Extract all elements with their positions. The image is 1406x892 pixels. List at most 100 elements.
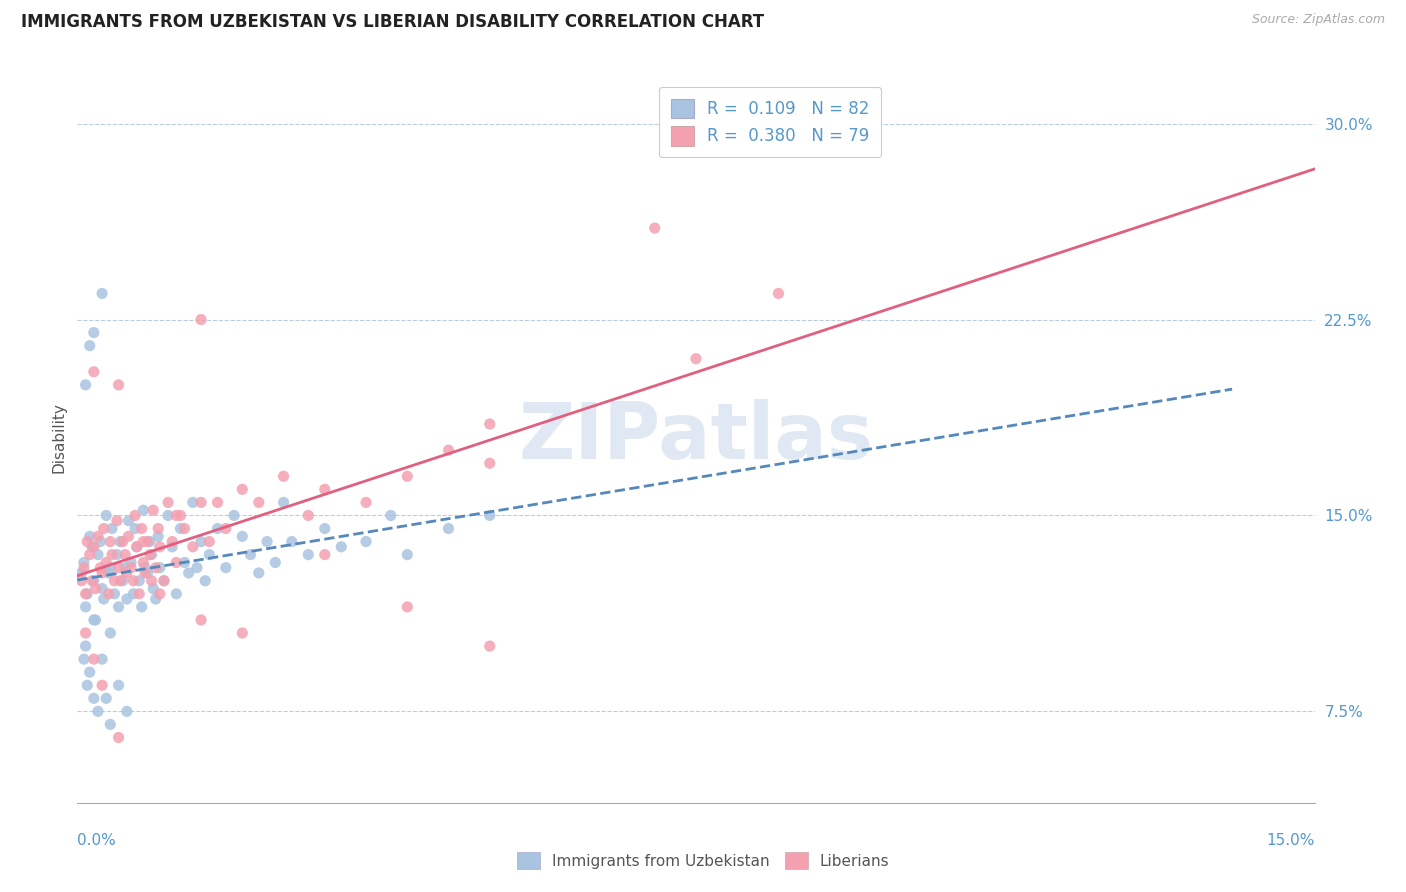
- Point: [75, 377, 97, 392]
- Point: [281, 534, 304, 549]
- Point: [437, 443, 460, 458]
- Text: ZIPatlas: ZIPatlas: [519, 399, 873, 475]
- Point: [153, 574, 176, 588]
- Point: [125, 540, 148, 554]
- Point: [146, 529, 169, 543]
- Point: [297, 548, 319, 562]
- Point: [96, 556, 118, 570]
- Point: [84, 613, 107, 627]
- Point: [115, 592, 138, 607]
- Point: [120, 560, 142, 574]
- Point: [145, 592, 167, 607]
- Point: [177, 566, 200, 580]
- Point: [105, 514, 128, 528]
- Point: [75, 626, 97, 640]
- Point: [98, 626, 121, 640]
- Point: [107, 560, 129, 574]
- Point: [149, 560, 172, 574]
- Point: [125, 540, 148, 554]
- Point: [96, 691, 118, 706]
- Point: [98, 560, 121, 574]
- Point: [478, 417, 501, 431]
- Point: [380, 508, 402, 523]
- Point: [97, 566, 120, 580]
- Point: [107, 377, 129, 392]
- Point: [207, 495, 229, 509]
- Point: [96, 508, 118, 523]
- Text: IMMIGRANTS FROM UZBEKISTAN VS LIBERIAN DISABILITY CORRELATION CHART: IMMIGRANTS FROM UZBEKISTAN VS LIBERIAN D…: [21, 13, 765, 31]
- Point: [107, 599, 129, 614]
- Point: [222, 508, 245, 523]
- Point: [79, 529, 101, 543]
- Point: [111, 534, 134, 549]
- Point: [70, 574, 93, 588]
- Point: [153, 574, 176, 588]
- Point: [91, 566, 114, 580]
- Point: [98, 717, 121, 731]
- Point: [115, 566, 138, 580]
- Point: [181, 540, 204, 554]
- Point: [84, 582, 107, 596]
- Point: [97, 587, 120, 601]
- Point: [231, 529, 253, 543]
- Text: Source: ZipAtlas.com: Source: ZipAtlas.com: [1251, 13, 1385, 27]
- Point: [122, 574, 145, 588]
- Point: [186, 560, 208, 574]
- Point: [131, 599, 153, 614]
- Point: [165, 587, 187, 601]
- Y-axis label: Disability: Disability: [51, 401, 66, 473]
- Point: [83, 540, 105, 554]
- Point: [105, 548, 128, 562]
- Point: [141, 574, 163, 588]
- Point: [83, 365, 105, 379]
- Point: [181, 495, 204, 509]
- Point: [478, 456, 501, 470]
- Point: [91, 678, 114, 692]
- Point: [76, 534, 98, 549]
- Point: [75, 599, 97, 614]
- Point: [198, 534, 221, 549]
- Point: [190, 613, 212, 627]
- Point: [354, 534, 377, 549]
- Point: [87, 529, 110, 543]
- Point: [239, 548, 262, 562]
- Point: [157, 508, 180, 523]
- Point: [149, 587, 172, 601]
- Point: [314, 548, 336, 562]
- Point: [215, 521, 238, 535]
- Point: [190, 495, 212, 509]
- Point: [142, 582, 165, 596]
- Point: [157, 495, 180, 509]
- Point: [330, 540, 353, 554]
- Point: [73, 652, 96, 666]
- Point: [132, 503, 155, 517]
- Point: [437, 521, 460, 535]
- Point: [73, 556, 96, 570]
- Point: [247, 566, 270, 580]
- Point: [297, 508, 319, 523]
- Point: [83, 574, 105, 588]
- Point: [273, 469, 295, 483]
- Point: [314, 521, 336, 535]
- Point: [124, 521, 146, 535]
- Point: [231, 626, 253, 640]
- Point: [75, 639, 97, 653]
- Point: [93, 521, 115, 535]
- Point: [685, 351, 707, 366]
- Point: [134, 560, 156, 574]
- Point: [87, 705, 110, 719]
- Point: [110, 574, 132, 588]
- Point: [194, 574, 217, 588]
- Point: [83, 691, 105, 706]
- Point: [82, 574, 104, 588]
- Point: [91, 652, 114, 666]
- Point: [107, 678, 129, 692]
- Point: [247, 495, 270, 509]
- Point: [73, 560, 96, 574]
- Point: [396, 548, 419, 562]
- Point: [478, 639, 501, 653]
- Point: [120, 556, 142, 570]
- Point: [136, 566, 159, 580]
- Point: [89, 534, 111, 549]
- Point: [173, 556, 195, 570]
